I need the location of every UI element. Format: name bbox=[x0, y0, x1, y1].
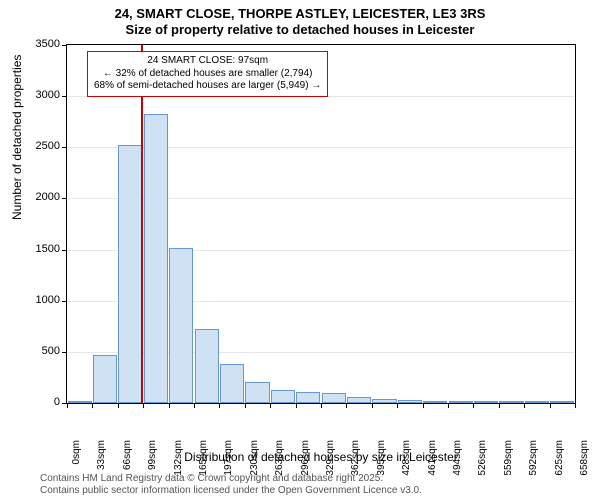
plot-area: 0sqm33sqm66sqm99sqm132sqm165sqm197sqm230… bbox=[66, 44, 576, 404]
reference-line bbox=[141, 45, 143, 403]
ytick-mark bbox=[62, 96, 67, 97]
xtick-mark bbox=[524, 403, 525, 408]
xtick-label: 494sqm bbox=[452, 440, 463, 488]
chart-title-line1: 24, SMART CLOSE, THORPE ASTLEY, LEICESTE… bbox=[0, 6, 600, 21]
xtick-label: 461sqm bbox=[427, 440, 438, 488]
histogram-bar bbox=[68, 401, 92, 403]
ytick-label: 3500 bbox=[10, 38, 60, 50]
histogram-bar bbox=[423, 401, 447, 403]
ytick-label: 2500 bbox=[10, 140, 60, 152]
footer-line1: Contains HM Land Registry data © Crown c… bbox=[40, 473, 383, 484]
xtick-mark bbox=[143, 403, 144, 408]
xtick-mark bbox=[67, 403, 68, 408]
xtick-mark bbox=[118, 403, 119, 408]
ytick-mark bbox=[62, 45, 67, 46]
footer-line2: Contains public sector information licen… bbox=[40, 485, 422, 496]
xtick-label: 428sqm bbox=[401, 440, 412, 488]
annotation-line1: 24 SMART CLOSE: 97sqm bbox=[94, 55, 321, 68]
chart-title-line2: Size of property relative to detached ho… bbox=[0, 22, 600, 37]
histogram-bar bbox=[474, 401, 498, 403]
ytick-mark bbox=[62, 250, 67, 251]
histogram-bar bbox=[372, 399, 396, 403]
xtick-mark bbox=[245, 403, 246, 408]
histogram-bar bbox=[245, 382, 269, 403]
histogram-bar bbox=[449, 401, 473, 403]
histogram-bar bbox=[347, 397, 371, 403]
xtick-mark bbox=[219, 403, 220, 408]
histogram-bar bbox=[322, 393, 346, 403]
xtick-mark bbox=[270, 403, 271, 408]
histogram-bar bbox=[550, 401, 574, 403]
xtick-mark bbox=[499, 403, 500, 408]
histogram-bar bbox=[220, 364, 244, 403]
histogram-bar bbox=[144, 114, 168, 403]
xtick-mark bbox=[423, 403, 424, 408]
annotation-line2: ← 32% of detached houses are smaller (2,… bbox=[94, 68, 321, 81]
xtick-mark bbox=[321, 403, 322, 408]
xtick-label: 526sqm bbox=[477, 440, 488, 488]
ytick-label: 1000 bbox=[10, 294, 60, 306]
histogram-bar bbox=[169, 248, 193, 403]
ytick-mark bbox=[62, 352, 67, 353]
histogram-bar bbox=[271, 390, 295, 403]
histogram-bar bbox=[195, 329, 219, 403]
histogram-bar bbox=[525, 401, 549, 403]
x-axis-label: Distribution of detached houses by size … bbox=[66, 450, 576, 464]
xtick-mark bbox=[169, 403, 170, 408]
annotation-box: 24 SMART CLOSE: 97sqm ← 32% of detached … bbox=[87, 51, 328, 97]
xtick-mark bbox=[346, 403, 347, 408]
histogram-bar bbox=[93, 355, 117, 403]
annotation-line3: 68% of semi-detached houses are larger (… bbox=[94, 80, 321, 93]
xtick-mark bbox=[372, 403, 373, 408]
xtick-mark bbox=[550, 403, 551, 408]
histogram-bar bbox=[398, 400, 422, 403]
histogram-chart: 24, SMART CLOSE, THORPE ASTLEY, LEICESTE… bbox=[0, 0, 600, 500]
xtick-mark bbox=[194, 403, 195, 408]
xtick-mark bbox=[296, 403, 297, 408]
ytick-label: 3000 bbox=[10, 89, 60, 101]
ytick-mark bbox=[62, 301, 67, 302]
xtick-label: 625sqm bbox=[554, 440, 565, 488]
histogram-bar bbox=[296, 392, 320, 403]
xtick-label: 559sqm bbox=[503, 440, 514, 488]
xtick-mark bbox=[397, 403, 398, 408]
ytick-label: 500 bbox=[10, 345, 60, 357]
xtick-mark bbox=[448, 403, 449, 408]
xtick-mark bbox=[92, 403, 93, 408]
ytick-label: 2000 bbox=[10, 191, 60, 203]
histogram-bar bbox=[118, 145, 142, 403]
ytick-mark bbox=[62, 198, 67, 199]
xtick-label: 592sqm bbox=[528, 440, 539, 488]
xtick-mark bbox=[575, 403, 576, 408]
ytick-label: 0 bbox=[10, 396, 60, 408]
ytick-label: 1500 bbox=[10, 243, 60, 255]
ytick-mark bbox=[62, 147, 67, 148]
xtick-mark bbox=[473, 403, 474, 408]
xtick-label: 658sqm bbox=[579, 440, 590, 488]
histogram-bar bbox=[499, 401, 523, 403]
